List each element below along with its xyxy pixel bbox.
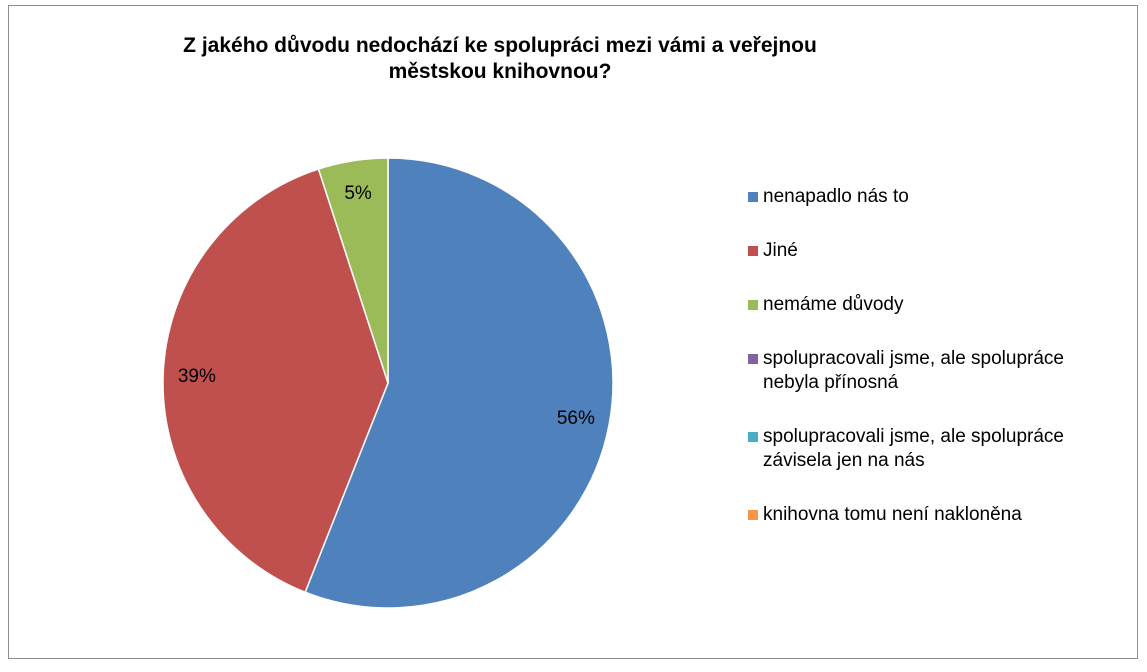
data-label: 39% <box>178 366 216 387</box>
pie-slice <box>162 168 389 594</box>
legend-label: spolupracovali jsme, ale spolupráce závi… <box>763 426 1064 471</box>
data-label: 5% <box>344 183 372 204</box>
legend-item: spolupracovali jsme, ale spolupráce neby… <box>748 347 1073 395</box>
pie-slice <box>304 157 614 609</box>
legend-item: knihovna tomu není nakloněna <box>748 503 1073 527</box>
pie-slice <box>317 157 389 384</box>
data-label: 56% <box>557 408 595 429</box>
legend-label: Jiné <box>763 240 798 261</box>
legend-swatch <box>748 432 758 442</box>
legend-label: nemáme důvody <box>763 294 904 315</box>
legend-swatch <box>748 510 758 520</box>
legend: nenapadlo nás to Jiné nemáme důvody spolupr… <box>748 185 1073 527</box>
legend-item: nemáme důvody <box>748 293 1073 317</box>
legend-label: knihovna tomu není nakloněna <box>763 504 1022 525</box>
legend-item: Jiné <box>748 239 1073 263</box>
legend-label: spolupracovali jsme, ale spolupráce neby… <box>763 348 1064 393</box>
legend-swatch <box>748 246 758 256</box>
chart-frame <box>8 5 1138 659</box>
legend-swatch <box>748 300 758 310</box>
legend-swatch <box>748 192 758 202</box>
legend-label: nenapadlo nás to <box>763 186 909 207</box>
legend-swatch <box>748 354 758 364</box>
legend-item: spolupracovali jsme, ale spolupráce závi… <box>748 425 1073 473</box>
legend-item: nenapadlo nás to <box>748 185 1073 209</box>
chart-title: Z jakého důvodu nedochází ke spolupráci … <box>183 34 817 83</box>
